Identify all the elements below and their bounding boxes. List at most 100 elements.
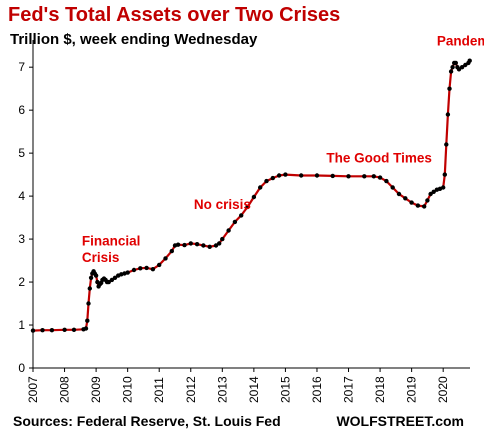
data-point bbox=[270, 175, 275, 181]
data-point bbox=[463, 62, 468, 68]
x-tick-label: 2016 bbox=[310, 376, 324, 403]
data-point bbox=[467, 58, 472, 63]
annotation-label: Pandemic bbox=[437, 34, 484, 49]
data-point bbox=[362, 174, 367, 179]
y-tick-label: 0 bbox=[18, 361, 25, 375]
x-tick-label: 2009 bbox=[89, 376, 103, 403]
y-tick-label: 2 bbox=[18, 275, 25, 289]
x-tick-label: 2013 bbox=[215, 376, 229, 403]
data-point bbox=[40, 328, 45, 333]
data-point bbox=[431, 189, 436, 194]
data-point bbox=[182, 242, 187, 248]
x-tick-label: 2018 bbox=[373, 376, 387, 403]
annotation-label: No crisis bbox=[194, 197, 251, 212]
data-point bbox=[448, 69, 454, 74]
data-point bbox=[299, 173, 304, 178]
y-tick-label: 1 bbox=[18, 318, 25, 332]
x-tick-label: 2014 bbox=[247, 376, 261, 403]
annotation-label: The Good Times bbox=[326, 151, 432, 166]
series-line bbox=[32, 60, 471, 332]
data-point bbox=[213, 243, 219, 248]
data-point bbox=[30, 328, 36, 333]
x-tick-label: 2020 bbox=[436, 376, 450, 403]
data-point bbox=[188, 241, 193, 246]
data-point bbox=[450, 65, 455, 70]
x-tick-label: 2019 bbox=[405, 376, 419, 403]
y-tick-label: 4 bbox=[18, 189, 25, 203]
x-tick-label: 2012 bbox=[184, 376, 198, 403]
data-point bbox=[163, 256, 168, 261]
data-point bbox=[245, 204, 250, 210]
data-point bbox=[157, 262, 162, 268]
x-tick-label: 2010 bbox=[121, 376, 135, 403]
data-point bbox=[217, 241, 222, 246]
data-point bbox=[456, 67, 462, 72]
data-point bbox=[125, 270, 130, 275]
data-point bbox=[428, 191, 433, 197]
data-point bbox=[377, 175, 383, 180]
data-point bbox=[447, 86, 452, 91]
chart-title: Fed's Total Assets over Two Crises bbox=[8, 4, 341, 26]
data-point bbox=[83, 326, 89, 331]
data-point bbox=[442, 172, 447, 177]
annotation-label: Crisis bbox=[82, 250, 120, 265]
x-tick-label: 2007 bbox=[26, 376, 40, 403]
data-point bbox=[226, 228, 231, 233]
x-tick-label: 2011 bbox=[152, 377, 166, 403]
data-point bbox=[403, 196, 408, 201]
data-point bbox=[276, 173, 282, 178]
data-point bbox=[232, 219, 238, 225]
data-point bbox=[88, 275, 94, 280]
y-tick-label: 7 bbox=[18, 60, 25, 74]
data-point bbox=[239, 213, 244, 218]
data-point bbox=[422, 204, 427, 209]
data-point bbox=[49, 328, 55, 333]
data-point bbox=[371, 174, 376, 179]
data-point bbox=[264, 178, 269, 184]
data-point bbox=[112, 275, 118, 280]
data-point bbox=[87, 286, 93, 291]
data-point bbox=[86, 301, 91, 306]
data-point bbox=[138, 266, 143, 271]
data-point bbox=[93, 273, 99, 278]
data-point bbox=[390, 185, 395, 190]
data-point bbox=[150, 267, 156, 272]
data-point bbox=[346, 174, 351, 179]
data-point bbox=[175, 242, 181, 247]
data-point bbox=[441, 185, 446, 190]
data-point bbox=[384, 178, 389, 184]
data-point bbox=[415, 203, 421, 208]
data-point bbox=[71, 327, 77, 332]
data-point bbox=[220, 236, 225, 242]
data-point bbox=[283, 172, 288, 177]
data-point bbox=[194, 242, 200, 247]
brand-label: WOLFSTREET.com bbox=[336, 413, 464, 429]
x-tick-label: 2008 bbox=[58, 376, 72, 403]
data-point bbox=[201, 243, 206, 248]
data-point bbox=[314, 173, 320, 178]
data-point bbox=[445, 112, 451, 117]
x-tick-label: 2015 bbox=[278, 376, 292, 403]
annotation-label: Financial bbox=[82, 234, 141, 249]
y-tick-label: 5 bbox=[18, 146, 25, 160]
y-tick-label: 6 bbox=[18, 103, 25, 117]
y-tick-label: 3 bbox=[18, 232, 25, 246]
data-point bbox=[453, 60, 458, 66]
chart-subtitle: Trillion $, week ending Wednesday bbox=[10, 31, 258, 48]
data-point bbox=[425, 198, 430, 203]
data-point bbox=[258, 185, 263, 190]
data-point bbox=[85, 318, 90, 323]
data-point bbox=[396, 191, 402, 197]
data-point bbox=[169, 248, 174, 254]
data-point bbox=[444, 142, 449, 147]
data-point bbox=[144, 265, 149, 271]
data-point bbox=[459, 65, 465, 70]
data-point bbox=[409, 200, 414, 205]
data-point bbox=[330, 173, 335, 179]
data-point bbox=[207, 244, 212, 249]
data-point bbox=[109, 277, 115, 283]
x-tick-label: 2017 bbox=[342, 376, 356, 403]
data-point bbox=[106, 279, 111, 285]
data-point bbox=[131, 267, 137, 273]
